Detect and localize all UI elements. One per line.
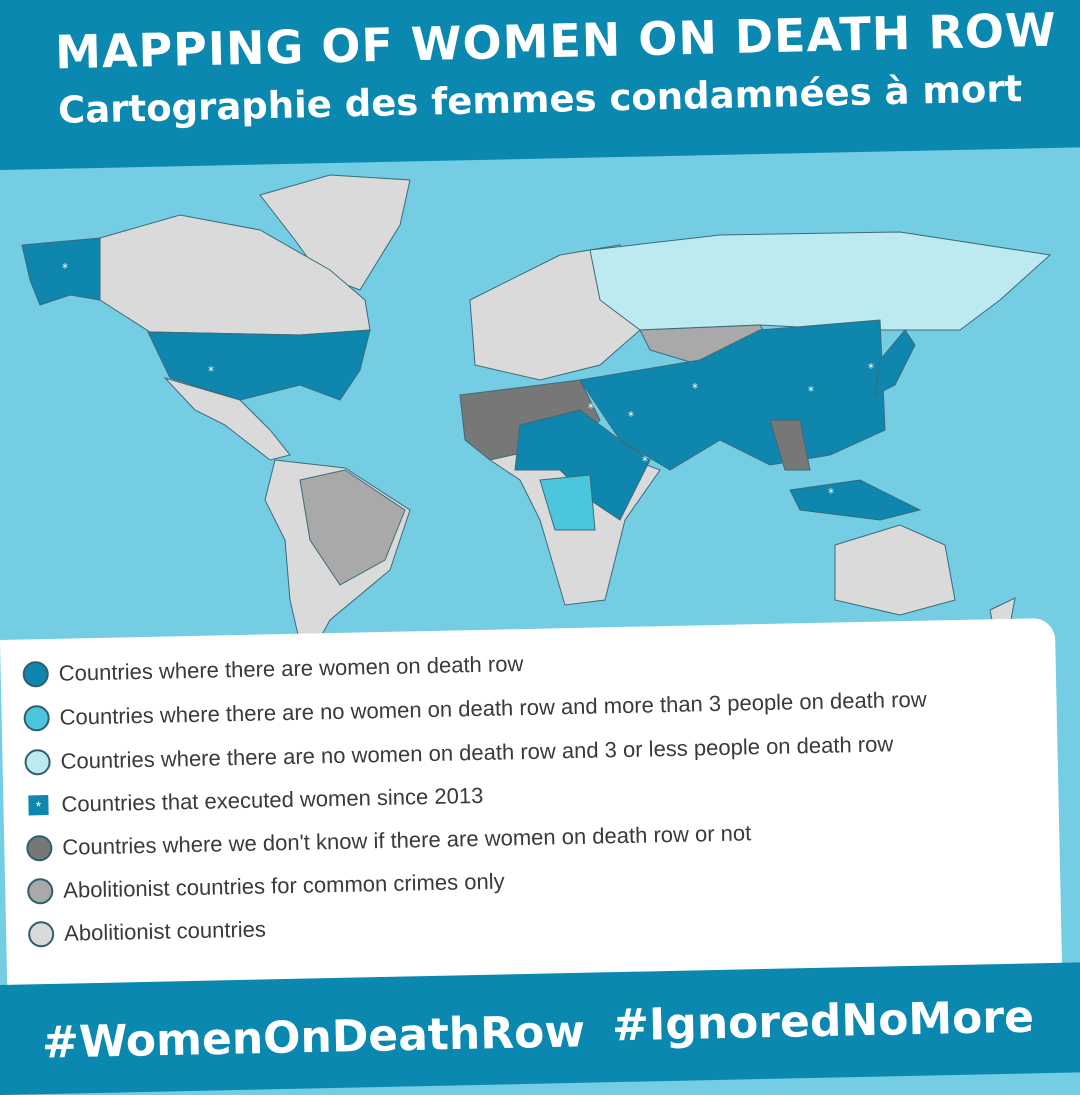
svg-text:*: * — [692, 381, 698, 395]
svg-text:*: * — [868, 361, 874, 375]
sahel-east-africa — [514, 409, 651, 521]
indonesia — [789, 479, 922, 521]
usa — [147, 329, 371, 401]
japan — [874, 329, 916, 396]
greenland — [259, 174, 411, 291]
brazil — [299, 469, 406, 586]
hashtag-ignored-no-more: #IgnoredNoMore — [611, 991, 1035, 1052]
russia — [589, 231, 1052, 331]
svg-text:*: * — [828, 486, 834, 500]
svg-text:*: * — [62, 261, 68, 275]
southeast-asia — [769, 419, 811, 471]
legend-item: Countries where there are no women on de… — [23, 687, 927, 732]
legend-item: Abolitionist countries for common crimes… — [27, 868, 505, 905]
page-title: MAPPING OF WOMEN ON DEATH ROW — [54, 2, 1058, 80]
dark-grey-circle-icon — [26, 834, 53, 862]
mexico-central-america — [163, 377, 291, 461]
svg-text:*: * — [588, 401, 594, 415]
star-square-icon: * — [28, 795, 49, 816]
light-grey-circle-icon — [27, 920, 55, 948]
drc — [539, 474, 596, 531]
svg-text:*: * — [628, 409, 634, 423]
light-cyan-circle-icon — [24, 748, 51, 776]
legend-item: Abolitionist countries — [27, 916, 266, 948]
page-subtitle: Cartographie des femmes condamnées à mor… — [57, 67, 1023, 132]
grey-circle-icon — [27, 877, 54, 905]
svg-text:*: * — [808, 384, 814, 398]
legend-item: Countries where there are women on death… — [22, 651, 524, 688]
middle-east-asia — [579, 319, 886, 471]
legend-item: Countries where there are no women on de… — [24, 731, 893, 776]
cyan-circle-icon — [23, 704, 50, 732]
execution-markers: * * * * * * * * * — [62, 261, 874, 500]
svg-text:*: * — [208, 364, 214, 378]
legend-item: Countries where we don't know if there a… — [26, 820, 751, 862]
australia — [834, 524, 956, 616]
dark-teal-circle-icon — [22, 660, 49, 688]
legend-item: * Countries that executed women since 201… — [25, 783, 484, 819]
svg-text:*: * — [642, 454, 648, 468]
world-map: * * * * * * * * * — [21, 174, 1052, 667]
canada — [99, 214, 371, 336]
legend-panel: Countries where there are women on death… — [0, 617, 1063, 1005]
alaska — [21, 237, 101, 306]
